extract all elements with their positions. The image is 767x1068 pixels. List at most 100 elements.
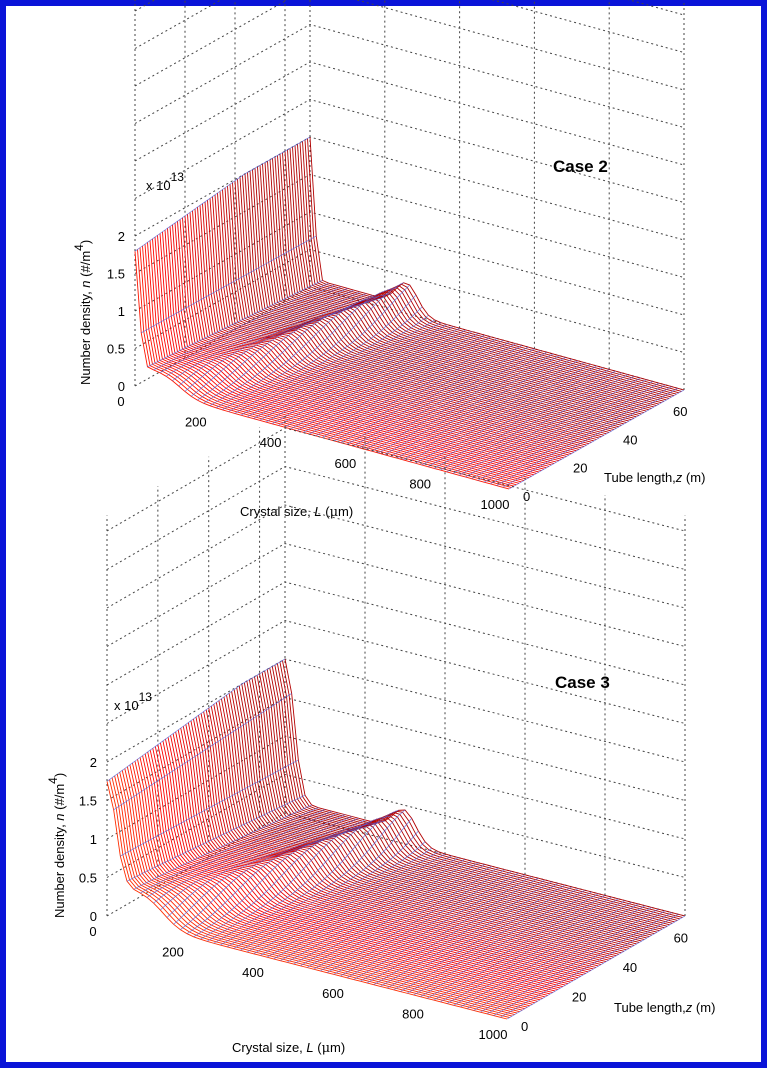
surface-line bbox=[257, 166, 632, 421]
surface-line bbox=[215, 293, 392, 409]
surface-line bbox=[284, 327, 460, 428]
grid-line bbox=[106, 542, 686, 647]
surface-line bbox=[178, 289, 354, 387]
surface-line bbox=[415, 363, 591, 464]
surface-line bbox=[133, 804, 312, 890]
y-tick-label: 60 bbox=[674, 931, 688, 946]
grid-line bbox=[106, 773, 686, 878]
surface-line bbox=[249, 170, 625, 425]
surface-line bbox=[433, 896, 612, 1001]
z-tick-label: 0 bbox=[118, 379, 125, 394]
surface-line bbox=[303, 333, 479, 433]
grid-line bbox=[106, 581, 686, 686]
surface-line bbox=[473, 907, 652, 1011]
plot-title: Case 3 bbox=[555, 673, 610, 692]
surface-line bbox=[315, 336, 491, 437]
surface-line bbox=[266, 853, 446, 958]
surface-line bbox=[141, 235, 317, 334]
surface-line bbox=[226, 809, 406, 948]
surface-line bbox=[173, 816, 352, 925]
surface-line bbox=[120, 759, 299, 857]
x-tick-label: 200 bbox=[185, 415, 207, 430]
surface-line bbox=[209, 296, 385, 407]
surface-mesh bbox=[134, 136, 685, 490]
y-tick-label: 40 bbox=[623, 432, 637, 447]
surface-line bbox=[446, 900, 626, 1004]
surface-line bbox=[477, 381, 654, 481]
surface-line bbox=[465, 377, 641, 478]
surface-line bbox=[206, 820, 386, 942]
grid-line bbox=[106, 504, 686, 609]
surface-line bbox=[246, 841, 426, 953]
z-axis-label: Number density, n (#/m4) bbox=[46, 773, 67, 918]
surface-line bbox=[180, 817, 359, 930]
y-tick-label: 20 bbox=[572, 990, 586, 1005]
y-tick-label: 40 bbox=[623, 960, 637, 975]
surface-line bbox=[483, 382, 660, 483]
surface-line bbox=[190, 293, 367, 397]
surface-line bbox=[289, 148, 665, 402]
surface-line bbox=[490, 384, 666, 485]
surface-line bbox=[409, 362, 585, 462]
surface-line bbox=[234, 284, 410, 414]
surface-line bbox=[240, 830, 419, 951]
surface-line bbox=[309, 334, 485, 435]
surface-line bbox=[203, 296, 379, 404]
surface-line bbox=[353, 876, 532, 980]
surface-line bbox=[434, 369, 610, 469]
surface-line bbox=[147, 280, 323, 368]
surface-line bbox=[247, 306, 423, 418]
surface-line bbox=[506, 915, 686, 1020]
x-axis-label: Crystal size, L (μm) bbox=[232, 1040, 345, 1056]
surface-line bbox=[500, 913, 679, 1018]
surface-line bbox=[159, 284, 336, 374]
surface-line bbox=[453, 901, 632, 1006]
surface-line bbox=[346, 874, 526, 979]
surface-line bbox=[126, 794, 306, 882]
surface-line bbox=[458, 375, 635, 476]
y-tick-label: 60 bbox=[673, 404, 687, 419]
surface-line bbox=[282, 152, 657, 406]
surface-line bbox=[386, 884, 566, 989]
z-tick-label: 2 bbox=[90, 755, 97, 770]
surface-line bbox=[172, 288, 348, 382]
plot-title: Case 2 bbox=[553, 157, 608, 176]
surface-line bbox=[220, 810, 399, 946]
surface-line bbox=[402, 360, 579, 461]
surface-mesh bbox=[106, 658, 686, 1020]
surface-line bbox=[165, 286, 342, 377]
surface-line bbox=[153, 282, 329, 371]
surface-line bbox=[296, 331, 473, 431]
surface-line bbox=[440, 898, 619, 1003]
x-tick-label: 800 bbox=[409, 476, 431, 491]
surface-line bbox=[321, 338, 498, 438]
surface-line bbox=[186, 819, 366, 935]
y-axis-label: Tube length,z (m) bbox=[614, 1000, 715, 1015]
z-tick-label: 2 bbox=[118, 229, 125, 244]
y-tick-label: 0 bbox=[521, 1019, 528, 1034]
surface-line bbox=[452, 374, 629, 474]
surface-line bbox=[260, 851, 439, 956]
surface-line bbox=[359, 348, 535, 449]
surface-line bbox=[113, 693, 292, 811]
z-multiplier: x 1013 bbox=[114, 690, 152, 713]
surface-line bbox=[279, 153, 655, 408]
surface-line bbox=[333, 871, 512, 975]
surface-line bbox=[446, 372, 622, 473]
surface-line bbox=[502, 387, 678, 488]
surface-line bbox=[380, 883, 559, 987]
surface-line bbox=[508, 389, 685, 490]
y-tick-label: 20 bbox=[573, 461, 587, 476]
surface-line bbox=[320, 867, 499, 972]
surface-line bbox=[302, 141, 677, 395]
surface-line bbox=[421, 365, 597, 466]
surface-line bbox=[471, 379, 647, 480]
surface-line bbox=[307, 138, 682, 392]
surface-line bbox=[346, 345, 523, 445]
grid-line bbox=[106, 619, 686, 724]
z-axis-label: Number density, n (#/m4) bbox=[72, 240, 93, 385]
surface-line bbox=[287, 149, 662, 404]
surface-line bbox=[377, 353, 554, 454]
grid-line bbox=[134, 98, 685, 203]
